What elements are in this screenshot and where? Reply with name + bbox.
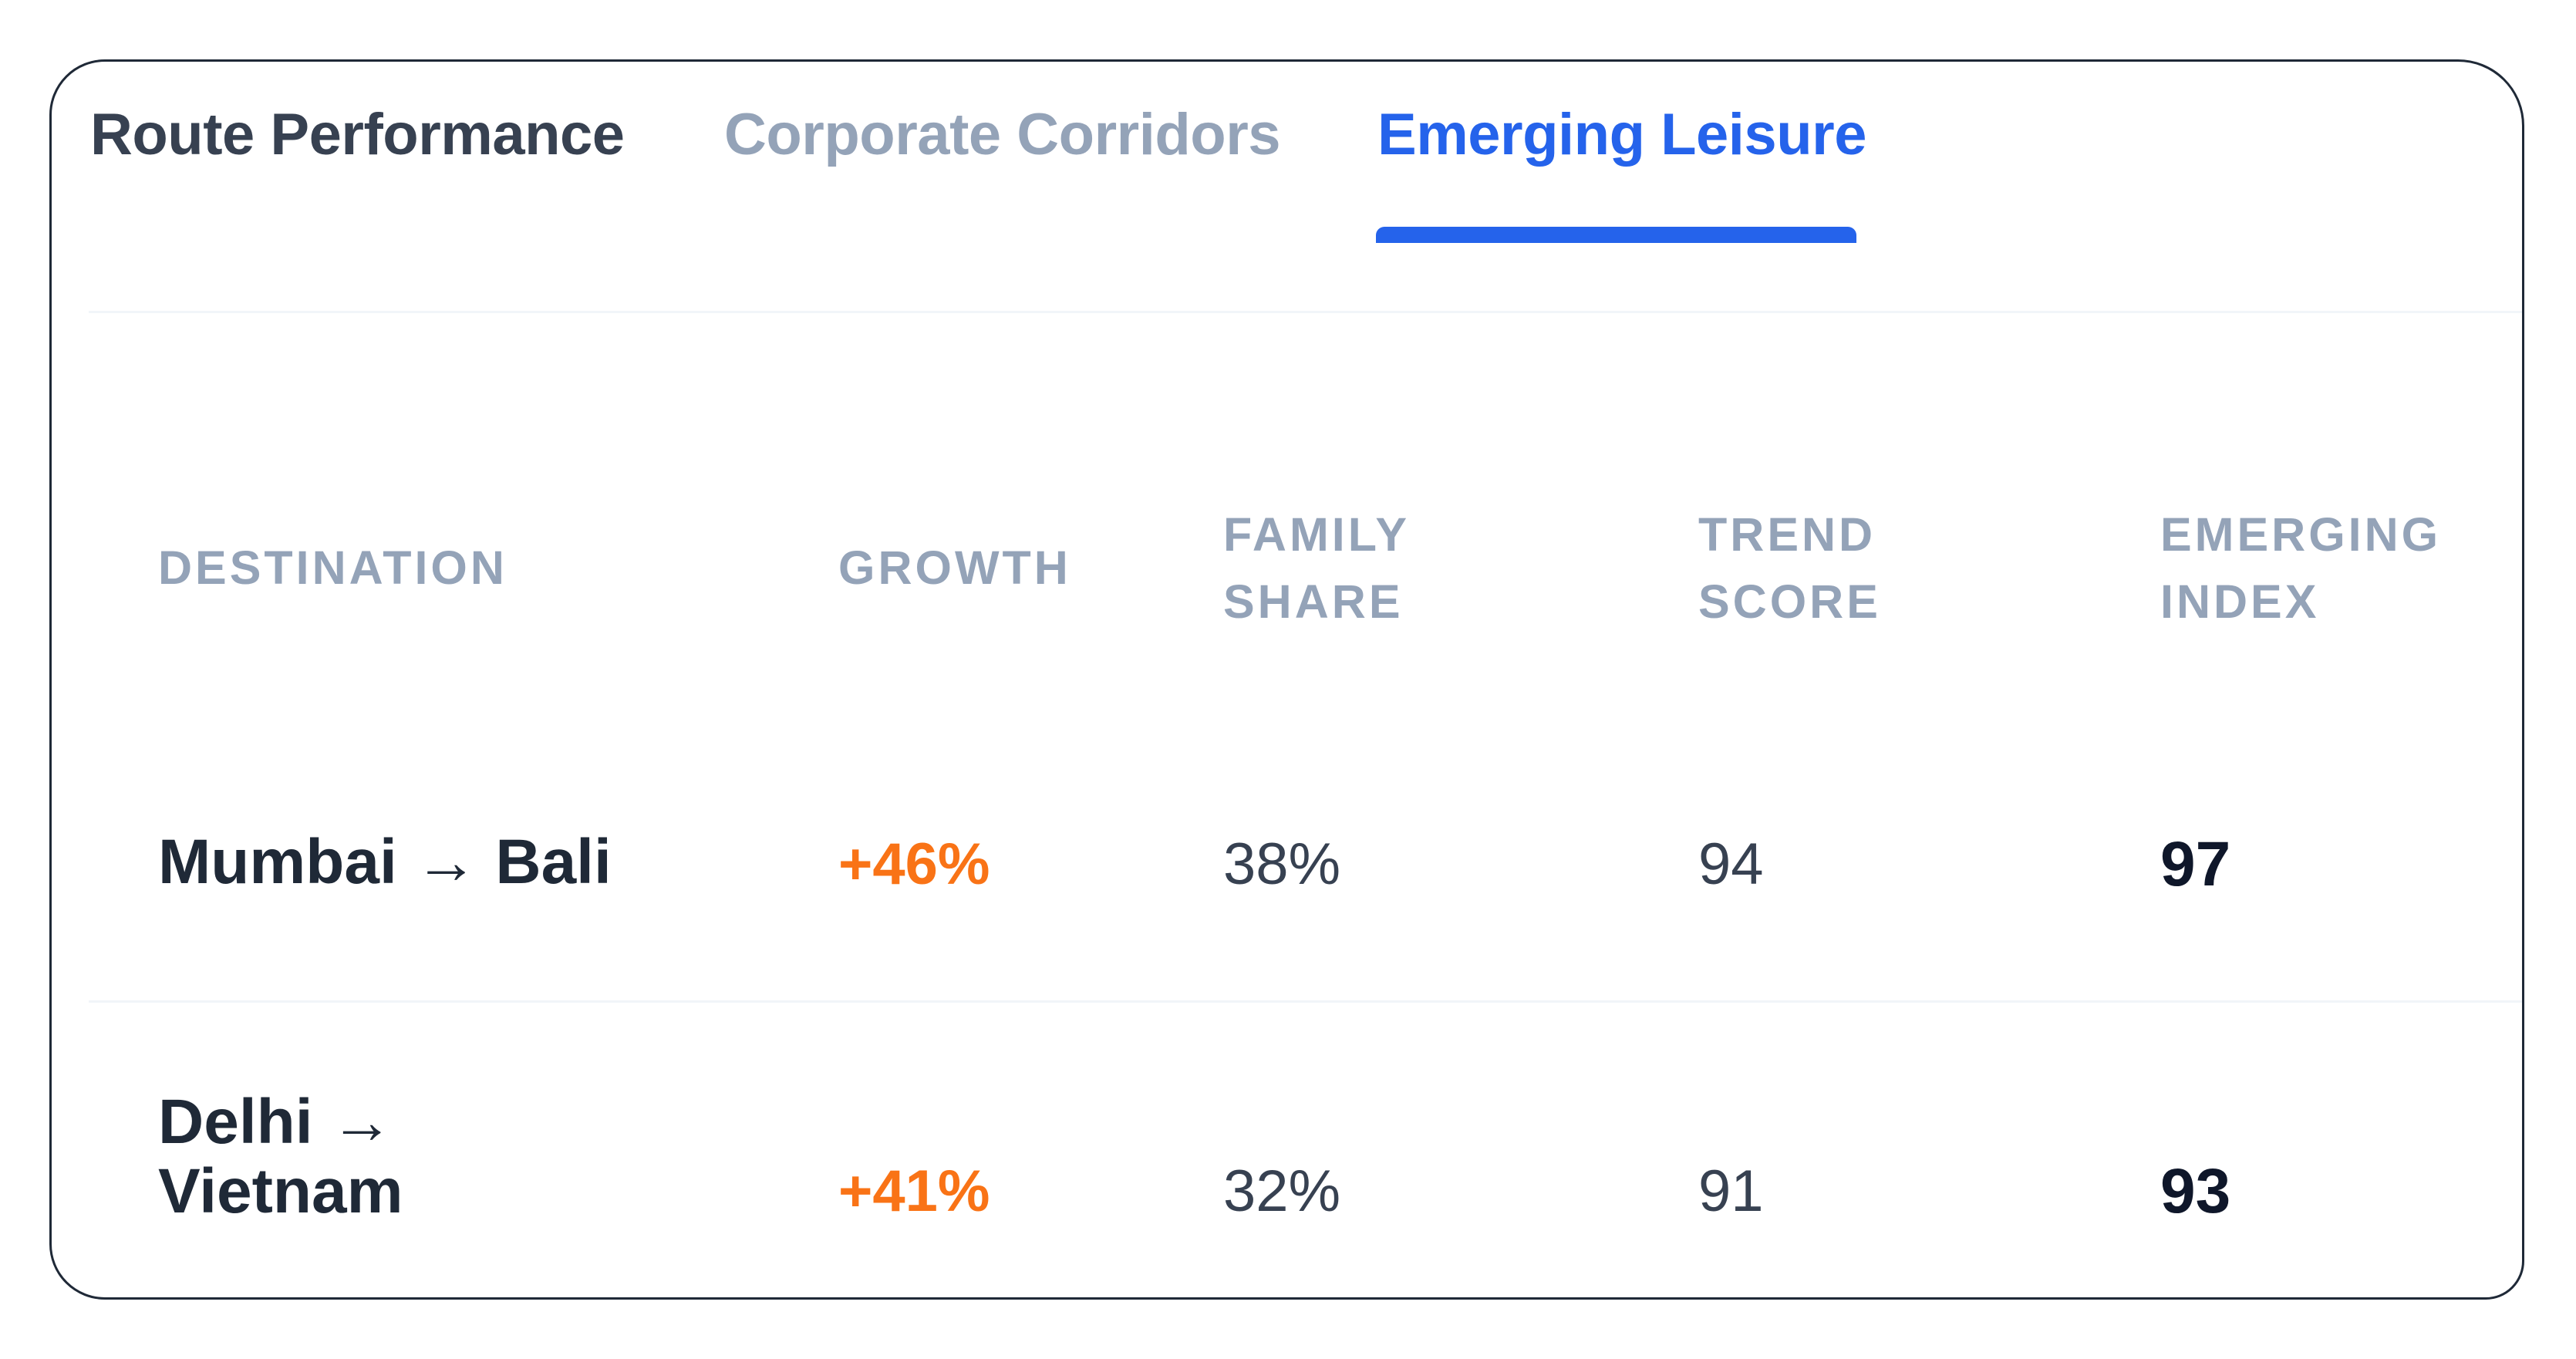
column-header-family-share[interactable]: FAMILY SHARE [1223, 501, 1410, 636]
emerging-leisure-card: Route Performance Corporate Corridors Em… [49, 59, 2524, 1300]
tab-route-performance[interactable]: Route Performance [90, 102, 625, 167]
family-share-cell: 38% [1223, 831, 1341, 897]
destination-cell: Delhi → Vietnam [158, 1087, 403, 1226]
table-row[interactable]: Mumbai → Bali +46% 38% 94 97 [89, 722, 2522, 1003]
column-header-emerging-index[interactable]: EMERGING INDEX [2160, 501, 2441, 636]
column-header-trend-score[interactable]: TREND SCORE [1698, 501, 1881, 636]
trend-score-cell: 94 [1698, 831, 1764, 897]
tab-corporate-corridors[interactable]: Corporate Corridors [724, 102, 1281, 167]
active-tab-indicator [1376, 227, 1856, 243]
trend-score-cell: 91 [1698, 1158, 1764, 1224]
row-divider [89, 1000, 2522, 1003]
column-header-destination-label: DESTINATION [158, 541, 507, 594]
column-header-growth-label: GROWTH [838, 541, 1071, 594]
column-header-emerging-index-line1: EMERGING [2160, 508, 2442, 561]
column-header-trend-score-line2: SCORE [1698, 575, 1881, 628]
tab-bar-divider [89, 311, 2522, 313]
destination-cell: Mumbai → Bali [158, 827, 612, 897]
table-row[interactable]: Delhi → Vietnam +41% 32% 91 93 [89, 1003, 2522, 1297]
growth-cell: +46% [838, 831, 990, 897]
column-header-family-share-line2: SHARE [1223, 575, 1404, 628]
column-header-family-share-line1: FAMILY [1223, 508, 1411, 561]
tab-emerging-leisure[interactable]: Emerging Leisure [1377, 102, 1866, 167]
column-header-trend-score-line1: TREND [1698, 508, 1876, 561]
family-share-cell: 32% [1223, 1158, 1341, 1224]
emerging-index-cell: 97 [2160, 829, 2231, 899]
column-header-destination[interactable]: DESTINATION [158, 534, 507, 602]
emerging-index-cell: 93 [2160, 1156, 2231, 1226]
tab-bar: Route Performance Corporate Corridors Em… [52, 62, 2522, 316]
growth-cell: +41% [838, 1158, 990, 1224]
column-header-emerging-index-line2: INDEX [2160, 575, 2320, 628]
column-header-growth[interactable]: GROWTH [838, 534, 1071, 602]
